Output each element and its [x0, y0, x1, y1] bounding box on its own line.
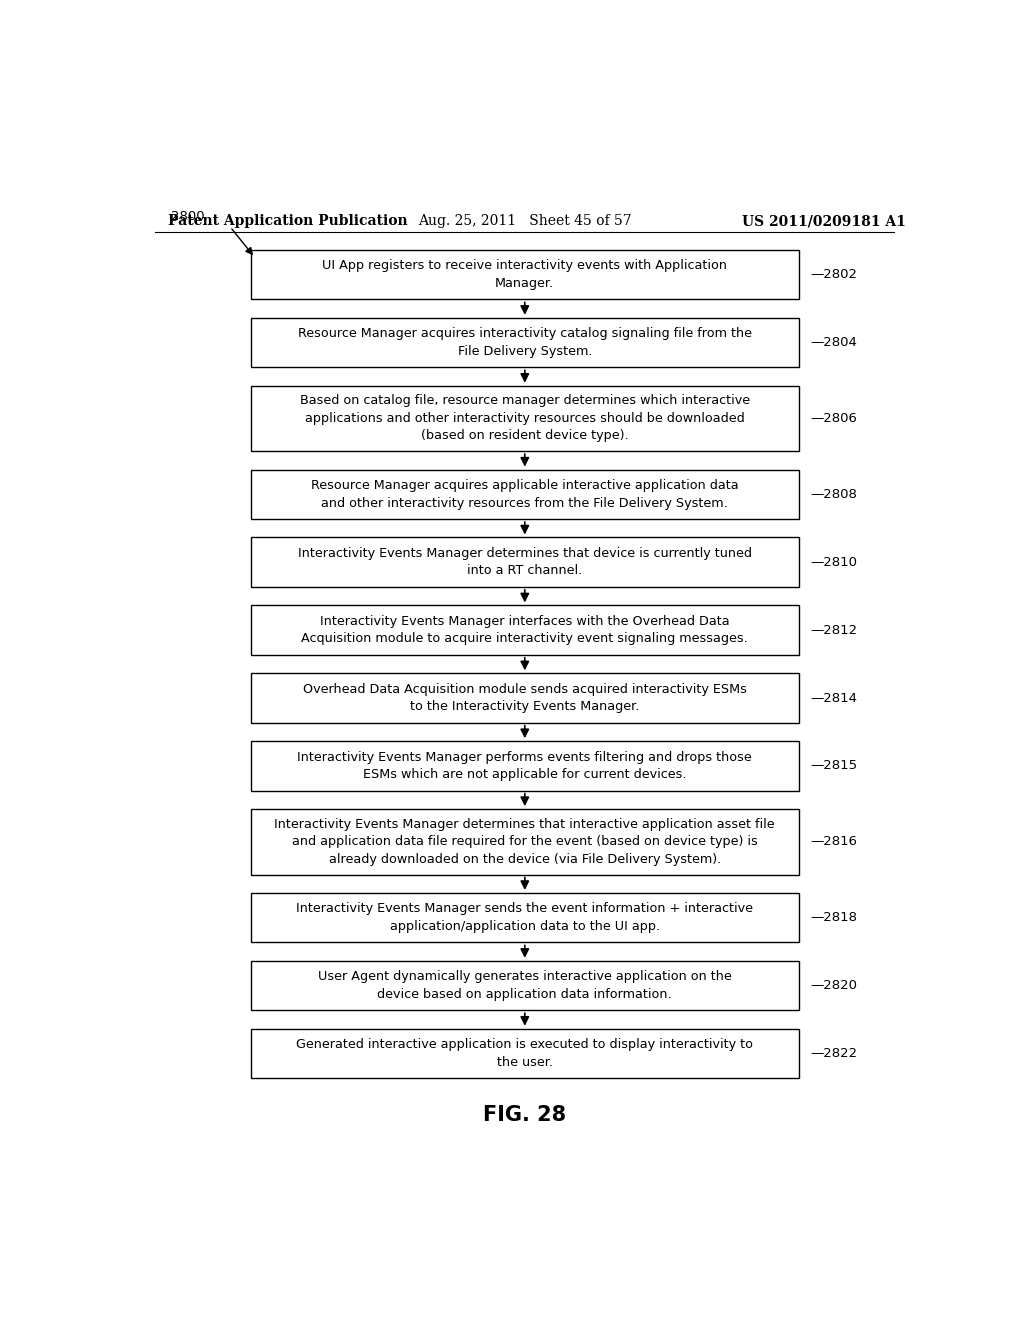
- Text: Overhead Data Acquisition module sends acquired interactivity ESMs
to the Intera: Overhead Data Acquisition module sends a…: [303, 682, 746, 713]
- Text: —2822: —2822: [810, 1047, 857, 1060]
- Text: Generated interactive application is executed to display interactivity to
the us: Generated interactive application is exe…: [296, 1039, 754, 1069]
- Text: —2808: —2808: [810, 488, 857, 500]
- Bar: [251, 470, 799, 519]
- Text: —2814: —2814: [810, 692, 857, 705]
- Bar: [251, 741, 799, 791]
- Bar: [251, 1028, 799, 1078]
- Text: User Agent dynamically generates interactive application on the
device based on : User Agent dynamically generates interac…: [317, 970, 732, 1001]
- Text: US 2011/0209181 A1: US 2011/0209181 A1: [741, 214, 905, 228]
- Text: —2802: —2802: [810, 268, 857, 281]
- Bar: [251, 892, 799, 942]
- Text: —2815: —2815: [810, 759, 857, 772]
- Bar: [251, 809, 799, 875]
- Bar: [251, 961, 799, 1010]
- Text: —2806: —2806: [810, 412, 857, 425]
- Bar: [251, 385, 799, 451]
- Text: —2818: —2818: [810, 911, 857, 924]
- Text: Resource Manager acquires interactivity catalog signaling file from the
File Del: Resource Manager acquires interactivity …: [298, 327, 752, 358]
- Bar: [251, 537, 799, 587]
- Bar: [251, 606, 799, 655]
- Text: UI App registers to receive interactivity events with Application
Manager.: UI App registers to receive interactivit…: [323, 260, 727, 290]
- Text: Resource Manager acquires applicable interactive application data
and other inte: Resource Manager acquires applicable int…: [311, 479, 738, 510]
- Text: Interactivity Events Manager performs events filtering and drops those
ESMs whic: Interactivity Events Manager performs ev…: [297, 751, 753, 781]
- Text: —2816: —2816: [810, 836, 857, 849]
- Bar: [251, 318, 799, 367]
- Bar: [251, 249, 799, 300]
- Text: 2800: 2800: [171, 210, 205, 223]
- Text: —2820: —2820: [810, 979, 857, 993]
- Text: Interactivity Events Manager determines that device is currently tuned
into a RT: Interactivity Events Manager determines …: [298, 546, 752, 577]
- Text: Patent Application Publication: Patent Application Publication: [168, 214, 408, 228]
- Text: Aug. 25, 2011   Sheet 45 of 57: Aug. 25, 2011 Sheet 45 of 57: [418, 214, 632, 228]
- Text: Interactivity Events Manager sends the event information + interactive
applicati: Interactivity Events Manager sends the e…: [296, 903, 754, 933]
- Text: —2804: —2804: [810, 337, 857, 348]
- Text: FIG. 28: FIG. 28: [483, 1105, 566, 1125]
- Text: —2810: —2810: [810, 556, 857, 569]
- Text: —2812: —2812: [810, 623, 857, 636]
- Text: Interactivity Events Manager interfaces with the Overhead Data
Acquisition modul: Interactivity Events Manager interfaces …: [301, 615, 749, 645]
- Bar: [251, 673, 799, 723]
- Text: Based on catalog file, resource manager determines which interactive
application: Based on catalog file, resource manager …: [300, 395, 750, 442]
- Text: Interactivity Events Manager determines that interactive application asset file
: Interactivity Events Manager determines …: [274, 818, 775, 866]
